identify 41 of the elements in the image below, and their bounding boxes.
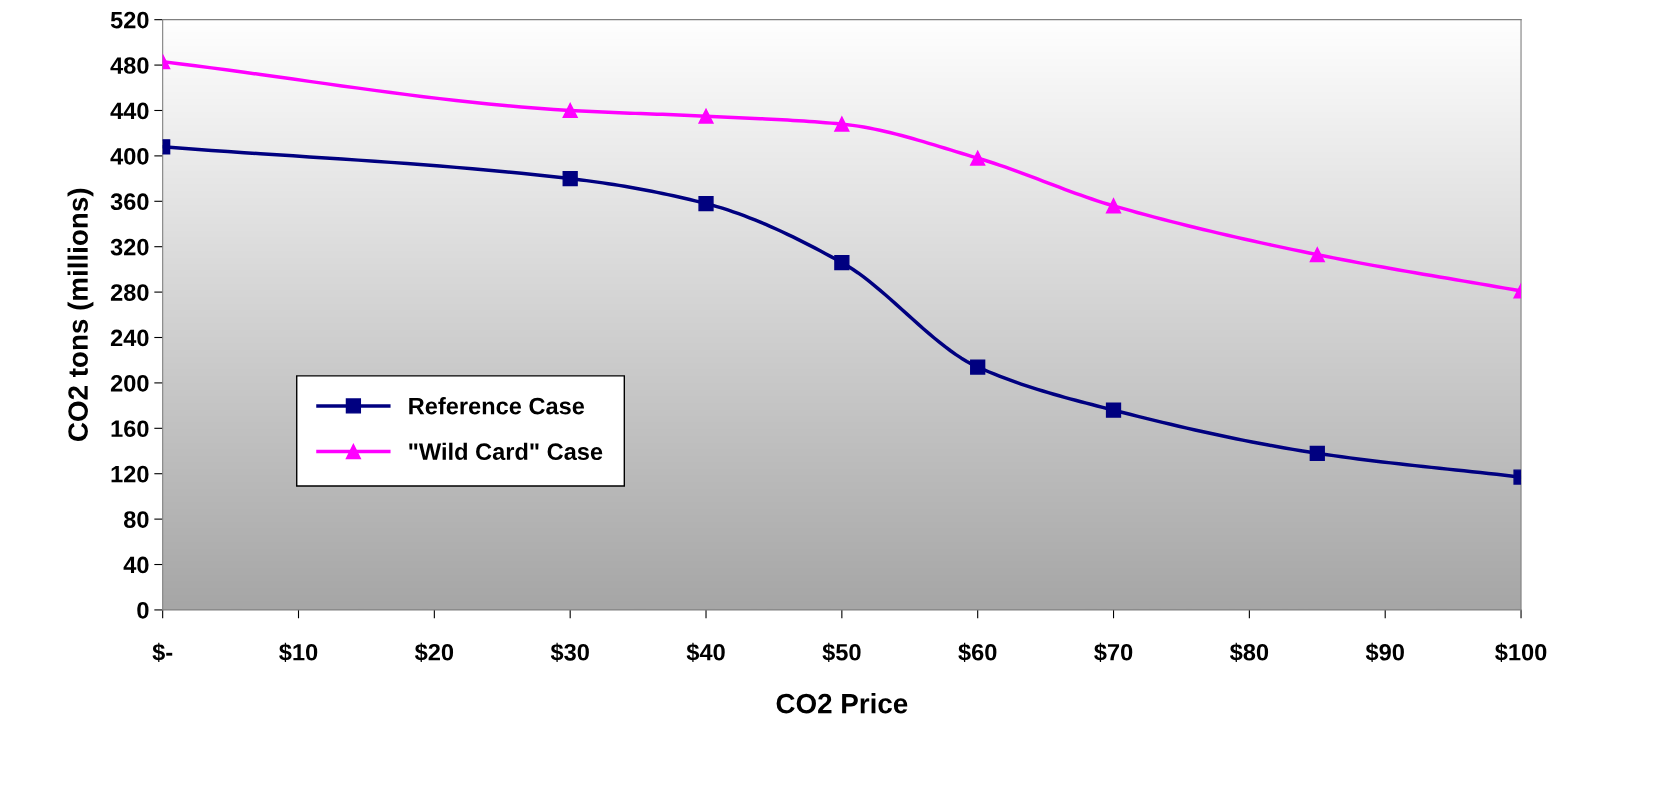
y-tick-label: 520 [110, 11, 149, 29]
y-tick-label: 120 [111, 465, 149, 483]
point [970, 150, 986, 166]
y-axis-title: CO2 tons (millions) [67, 188, 94, 441]
x-tick-label: $80 [1229, 642, 1269, 663]
point [562, 102, 578, 119]
point [698, 108, 714, 124]
x-tick-label: $50 [822, 642, 861, 663]
point [834, 116, 850, 132]
point [1309, 247, 1325, 263]
y-tick-label: 0 [137, 601, 149, 619]
point [1309, 445, 1325, 461]
x-tick-label: $10 [279, 642, 318, 663]
x-tick-label: $60 [958, 642, 997, 663]
y-tick-label: 440 [110, 102, 149, 120]
point [970, 359, 986, 375]
point [834, 254, 850, 271]
y-tick-label: 80 [123, 511, 149, 528]
x-axis-title: CO2 Price [776, 693, 908, 714]
x-tick-label: $40 [686, 642, 725, 663]
y-tick-label: 160 [111, 420, 149, 438]
x-tick-label: $- [152, 642, 173, 663]
y-tick-label: 400 [110, 147, 149, 165]
x-tick-label: $30 [550, 642, 589, 663]
point [562, 170, 578, 187]
x-tick-label: $100 [1495, 642, 1547, 663]
y-tick-label: 40 [123, 556, 149, 574]
y-tick-label: 360 [110, 193, 149, 211]
x-tick-label: $20 [414, 642, 454, 663]
legend-label: "Wild Card" Case [409, 442, 603, 461]
x-tick-label: $90 [1365, 642, 1404, 663]
point [1105, 198, 1122, 214]
legend-label: Reference Case [409, 397, 585, 415]
point [698, 195, 714, 212]
y-tick-label: 280 [110, 284, 149, 301]
x-tick-label: $70 [1094, 642, 1133, 663]
y-tick-label: 240 [110, 329, 149, 347]
y-tick-label: 320 [110, 238, 149, 256]
point [1105, 402, 1122, 418]
y-tick-label: 200 [110, 374, 149, 392]
y-tick-label: 480 [110, 57, 149, 74]
